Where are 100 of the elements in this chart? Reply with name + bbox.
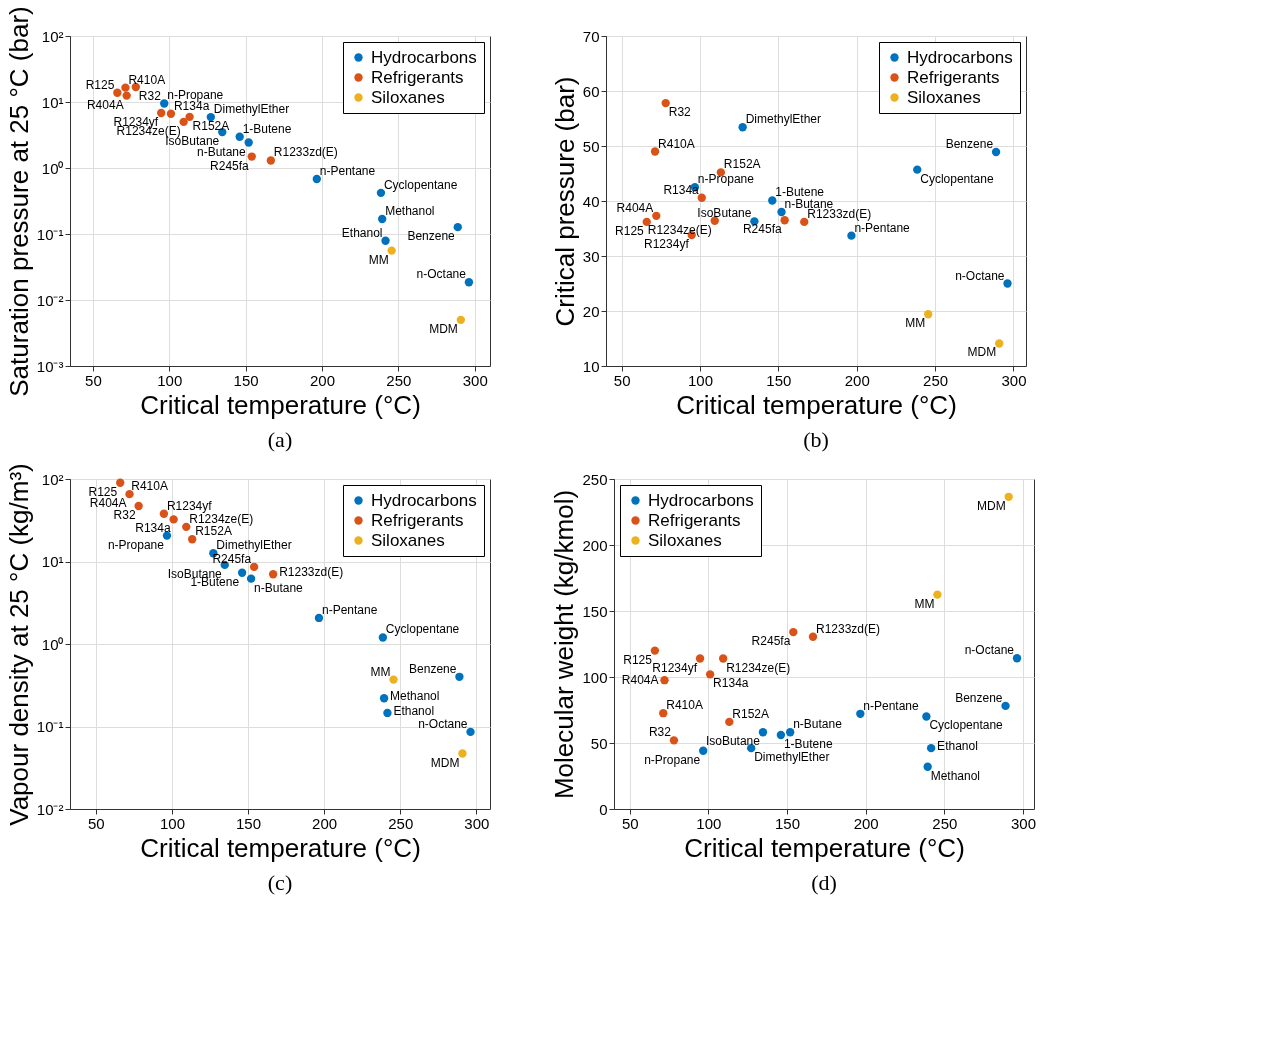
legend-label: Refrigerants [907, 67, 1000, 87]
annotation: Benzene [407, 229, 456, 244]
point [933, 590, 942, 599]
x-axis-title: Critical temperature (°C) [676, 389, 957, 420]
annotation: R134a [135, 521, 171, 536]
legend-label: Hydrocarbons [907, 47, 1013, 67]
point [266, 156, 276, 165]
point [758, 728, 768, 737]
point [995, 339, 1004, 348]
y-tick-label: 10⁻² [36, 291, 64, 309]
x-tick-label: 250 [388, 814, 414, 832]
annotation: R410A [658, 136, 695, 151]
point [268, 570, 278, 579]
point [113, 88, 122, 97]
legend-label: Siloxanes [371, 530, 445, 550]
legend-label: Siloxanes [648, 530, 722, 550]
annotation: R32 [138, 88, 162, 103]
annotation: MDM [977, 498, 1006, 513]
annotation: n-Pentane [854, 220, 911, 235]
annotation: R32 [113, 508, 136, 523]
point [381, 236, 390, 245]
y-tick-label: 0 [599, 800, 608, 818]
annotation: n-Butane [793, 717, 843, 732]
point [991, 147, 1001, 157]
point [456, 315, 466, 325]
annotation: Ethanol [341, 225, 383, 240]
annotation: R1233zd(E) [815, 621, 881, 636]
annotation: R32 [668, 105, 692, 120]
annotation: R1233zd(E) [273, 145, 338, 160]
point [695, 654, 705, 663]
annotation: R404A [616, 200, 654, 215]
y-axis-title: Critical pressure (bar) [549, 76, 580, 327]
point [157, 108, 166, 118]
x-tick-label: 50 [613, 371, 631, 389]
x-tick-label: 300 [1010, 814, 1036, 832]
annotation: Methanol [385, 203, 435, 218]
annotation: R404A [86, 97, 124, 112]
annotation: R152A [192, 118, 230, 133]
point [387, 246, 396, 255]
legend-label: Siloxanes [371, 87, 445, 107]
point [1004, 492, 1013, 501]
point [188, 535, 197, 544]
annotation: R134a [663, 182, 700, 197]
annotation: R410A [666, 698, 703, 713]
annotation: n-Butane [196, 144, 247, 159]
point [376, 188, 386, 198]
annotation: R134a [713, 676, 749, 691]
y-tick-label: 60 [582, 82, 600, 100]
x-tick-label: 300 [462, 371, 488, 389]
x-tick-label: 100 [157, 371, 183, 389]
point [125, 489, 134, 499]
annotation: Cyclopentane [920, 171, 994, 186]
point [116, 478, 125, 487]
point [378, 633, 388, 642]
annotation: R125 [88, 484, 118, 499]
x-tick-label: 100 [688, 371, 714, 389]
point [776, 730, 786, 740]
annotation: R152A [732, 706, 770, 721]
annotation: R125 [615, 223, 645, 238]
x-tick-label: 150 [775, 814, 801, 832]
point [1012, 654, 1022, 663]
point [377, 214, 387, 224]
x-tick-label: 200 [312, 814, 338, 832]
point [926, 743, 936, 753]
annotation: Ethanol [393, 703, 435, 718]
annotation: n-Pentane [321, 602, 378, 617]
point [1001, 701, 1010, 711]
point [650, 147, 660, 156]
annotation: MM [370, 664, 391, 679]
x-axis-title: Critical temperature (°C) [140, 389, 421, 420]
point [179, 117, 188, 127]
annotation: Methanol [390, 689, 440, 704]
annotation: Benzene [409, 661, 457, 676]
annotation: R410A [128, 72, 166, 87]
x-tick-label: 300 [464, 814, 490, 832]
annotation: n-Butane [784, 197, 834, 211]
legend-label: Siloxanes [907, 87, 981, 107]
point [705, 670, 715, 679]
annotation: R404A [621, 673, 659, 688]
y-tick-label: 10¹ [41, 553, 64, 570]
annotation: R32 [648, 725, 672, 740]
point [923, 762, 932, 771]
y-tick-label: 10⁻² [36, 800, 64, 818]
point [768, 196, 777, 205]
point [314, 613, 324, 623]
annotation: R1234yf [644, 237, 690, 252]
y-axis-title: Saturation pressure at 25 °C (bar) [3, 6, 34, 397]
annotation: MDM [429, 321, 458, 336]
point [652, 211, 661, 221]
annotation: 1-Butene [242, 121, 292, 136]
point [650, 646, 660, 655]
annotation: R125 [85, 77, 115, 92]
x-tick-label: 300 [1001, 371, 1027, 389]
annotation: MDM [967, 345, 997, 360]
annotation: n-Octane [955, 268, 1005, 283]
y-tick-label: 10⁻¹ [36, 718, 64, 735]
y-tick-label: 10⁰ [41, 635, 64, 653]
annotation: Benzene [955, 690, 1003, 705]
point [464, 278, 474, 287]
legend-label: Hydrocarbons [371, 47, 477, 67]
